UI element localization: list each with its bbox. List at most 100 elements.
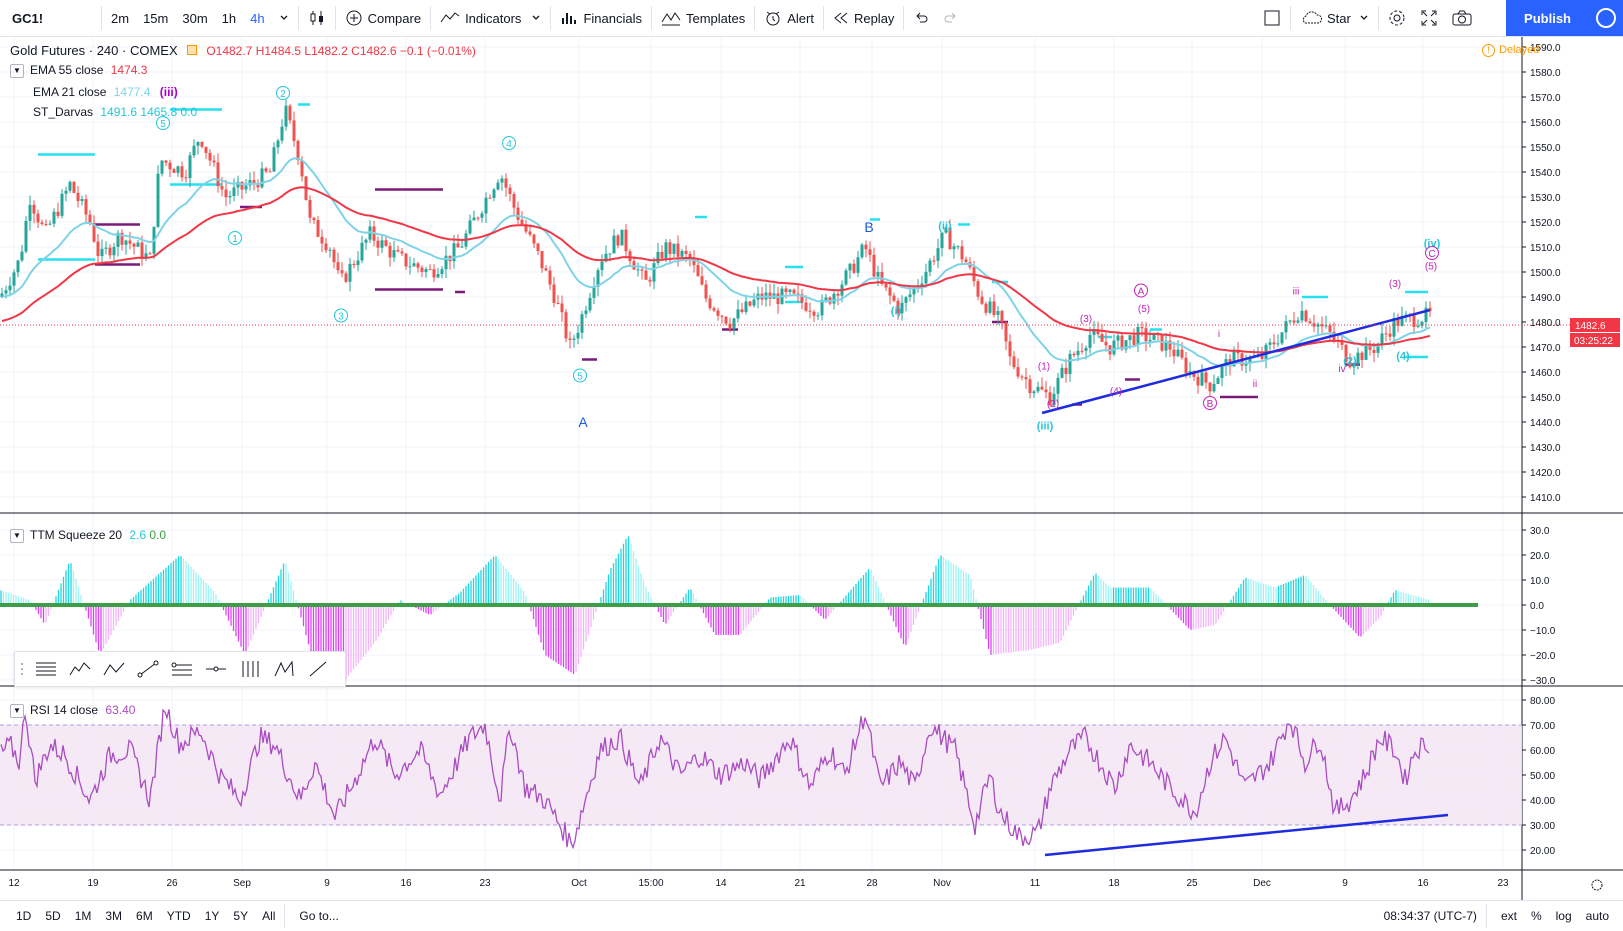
- fullscreen-button[interactable]: [1413, 0, 1445, 36]
- candle-body: [336, 262, 340, 271]
- clock[interactable]: 08:34:37 (UTC-7): [1383, 909, 1477, 923]
- templates-button[interactable]: Templates: [654, 0, 752, 36]
- squeeze-legend[interactable]: ▼ TTM Squeeze 20 2.6 0.0: [10, 528, 166, 543]
- candle-body: [232, 187, 236, 196]
- log-toggle[interactable]: log: [1555, 909, 1572, 923]
- ema55-line: [1, 186, 1431, 354]
- ext-toggle[interactable]: ext: [1500, 909, 1517, 923]
- interval-15m[interactable]: 15m: [143, 10, 169, 26]
- time-axis[interactable]: 12 19 26 Sep 9 16 23 Oct 15:00 14 21 28 Nov 11 18 25 Dec…: [8, 878, 1509, 889]
- candle-body: [1192, 371, 1196, 377]
- candle-body: [1320, 324, 1324, 327]
- auto-toggle[interactable]: auto: [1585, 909, 1609, 923]
- squeeze-axis[interactable]: 30.0 20.0 10.0 0.0 −10.0 −20.0 −30.0: [1522, 526, 1556, 687]
- goto-button[interactable]: Go to...: [299, 909, 339, 923]
- darvas-legend[interactable]: ST_Darvas 1491.6 1465.8 0.0: [33, 105, 198, 119]
- candle-body: [984, 303, 988, 313]
- channel-tool[interactable]: [165, 652, 199, 686]
- range-all[interactable]: All: [262, 909, 276, 923]
- candle-body: [68, 181, 72, 191]
- range-ytd[interactable]: YTD: [166, 909, 191, 923]
- ema21-legend[interactable]: EMA 21 close 1477.4 (iii): [33, 85, 178, 99]
- interval-2m[interactable]: 2m: [111, 10, 130, 26]
- fullscreen-select-button[interactable]: [1256, 0, 1288, 36]
- trendline-tool[interactable]: [131, 652, 165, 686]
- percent-toggle[interactable]: %: [1530, 909, 1542, 923]
- squeeze-tick-label: 20.0: [1530, 551, 1550, 562]
- layout-button[interactable]: Star: [1293, 0, 1376, 36]
- replay-button[interactable]: Replay: [826, 0, 901, 36]
- wave-label: 3: [338, 312, 344, 323]
- range-1m[interactable]: 1M: [74, 909, 92, 923]
- vertical-lines-tool[interactable]: [233, 652, 267, 686]
- candle-body: [1032, 391, 1036, 394]
- publish-button[interactable]: Publish: [1506, 0, 1589, 36]
- candle-body: [712, 308, 716, 311]
- candle-body: [236, 181, 240, 188]
- drag-handle[interactable]: [15, 652, 29, 686]
- ema55-legend[interactable]: ▼ EMA 55 close 1474.3: [10, 63, 147, 78]
- indicators-icon: [440, 12, 460, 23]
- financials-button[interactable]: Financials: [553, 0, 649, 36]
- snapshot-button[interactable]: [1445, 0, 1479, 36]
- elliott-impulse-tool[interactable]: [63, 652, 97, 686]
- candle-body: [228, 195, 232, 198]
- chart-type-button[interactable]: [301, 0, 333, 36]
- collapse-icon[interactable]: ▼: [10, 703, 24, 718]
- price-axis[interactable]: 1590.0 1580.0 1570.0 1560.0 1550.0 1540.0 1530…: [1522, 43, 1561, 504]
- undo-button[interactable]: [906, 0, 936, 36]
- stream-button[interactable]: [1589, 0, 1623, 36]
- range-1y[interactable]: 1Y: [204, 909, 220, 923]
- redo-button[interactable]: [936, 0, 966, 36]
- candle-body: [1148, 339, 1152, 342]
- settings-button[interactable]: [1381, 0, 1413, 36]
- squeeze-tick-label: −20.0: [1530, 651, 1556, 662]
- candle-body: [140, 242, 144, 259]
- wave-label: (1): [1038, 362, 1050, 373]
- collapse-icon[interactable]: ▼: [10, 63, 24, 78]
- interval-dropdown[interactable]: [272, 0, 296, 36]
- pattern-tool[interactable]: [267, 652, 301, 686]
- alert-button[interactable]: Alert: [757, 0, 821, 36]
- interval-1h[interactable]: 1h: [221, 10, 237, 26]
- fib-lines-icon: [36, 662, 56, 676]
- rsi-axis[interactable]: 80.00 70.00 60.00 50.00 40.00 30.00 20.00: [1522, 696, 1555, 857]
- price-trendline[interactable]: [1041, 308, 1431, 415]
- candle-body: [84, 199, 88, 215]
- candle-body: [220, 186, 224, 190]
- candle-body: [1188, 371, 1192, 374]
- candle-body: [1052, 393, 1056, 406]
- range-1d[interactable]: 1D: [16, 909, 32, 923]
- range-3m[interactable]: 3M: [105, 909, 123, 923]
- rsi-trendline[interactable]: [1044, 813, 1449, 857]
- line-tool[interactable]: [301, 652, 335, 686]
- rsi-legend[interactable]: ▼ RSI 14 close 63.40: [10, 703, 135, 718]
- compare-button[interactable]: Compare: [338, 0, 428, 36]
- range-6m[interactable]: 6M: [136, 909, 153, 923]
- delayed-badge[interactable]: ! Delayed: [1482, 44, 1539, 57]
- symbol-search[interactable]: GC1!: [12, 10, 44, 26]
- range-5y[interactable]: 5Y: [233, 909, 249, 923]
- candle-body: [812, 311, 816, 316]
- candle-body: [600, 261, 604, 271]
- gear-icon[interactable]: [1591, 879, 1603, 891]
- time-axis-settings[interactable]: [1591, 879, 1603, 891]
- candle-body: [1060, 367, 1064, 378]
- divider: [101, 6, 102, 30]
- elliott-correction-tool[interactable]: [97, 652, 131, 686]
- countdown-label: 03:25:22: [1574, 336, 1613, 347]
- squeeze-tick-label: 0.0: [1530, 601, 1544, 612]
- candle-body: [752, 299, 756, 306]
- fib-tool[interactable]: [29, 652, 63, 686]
- candle-body: [776, 293, 780, 305]
- candle-body: [136, 242, 140, 247]
- price-alert-icon[interactable]: [186, 45, 197, 55]
- indicators-button[interactable]: Indicators: [433, 0, 548, 36]
- interval-30m[interactable]: 30m: [182, 10, 208, 26]
- interval-4h[interactable]: 4h: [250, 10, 265, 26]
- collapse-icon[interactable]: ▼: [10, 528, 24, 543]
- horizontal-ray-tool[interactable]: [199, 652, 233, 686]
- range-5d[interactable]: 5D: [45, 909, 61, 923]
- candle-body: [380, 240, 384, 248]
